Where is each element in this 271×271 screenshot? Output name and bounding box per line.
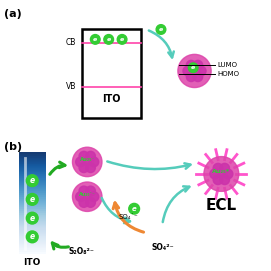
Circle shape bbox=[76, 157, 85, 167]
Circle shape bbox=[213, 175, 223, 185]
Text: e: e bbox=[159, 27, 163, 32]
Circle shape bbox=[72, 147, 102, 177]
Circle shape bbox=[117, 35, 127, 44]
Circle shape bbox=[26, 175, 38, 186]
Circle shape bbox=[79, 163, 89, 173]
Text: ECL: ECL bbox=[206, 198, 237, 213]
Circle shape bbox=[220, 175, 230, 185]
Circle shape bbox=[178, 54, 211, 88]
Text: e: e bbox=[120, 37, 124, 42]
Text: ITO: ITO bbox=[102, 94, 121, 104]
Circle shape bbox=[79, 151, 89, 161]
Text: e: e bbox=[107, 37, 111, 42]
Circle shape bbox=[86, 151, 95, 161]
Circle shape bbox=[196, 66, 206, 76]
Circle shape bbox=[86, 186, 95, 196]
Circle shape bbox=[26, 193, 38, 205]
Circle shape bbox=[84, 193, 91, 200]
Circle shape bbox=[191, 67, 198, 75]
Circle shape bbox=[86, 163, 95, 173]
Text: Au₂₅˙⁻: Au₂₅˙⁻ bbox=[79, 192, 96, 197]
Text: LUMO: LUMO bbox=[217, 62, 237, 68]
Circle shape bbox=[104, 35, 114, 44]
Text: CB: CB bbox=[66, 38, 76, 47]
Text: e: e bbox=[30, 232, 35, 241]
Text: HOMO: HOMO bbox=[217, 71, 239, 77]
Circle shape bbox=[193, 72, 203, 82]
Text: (b): (b) bbox=[4, 142, 22, 152]
Circle shape bbox=[223, 169, 233, 179]
Text: e: e bbox=[93, 37, 97, 42]
Circle shape bbox=[218, 170, 225, 178]
Circle shape bbox=[129, 204, 140, 214]
Circle shape bbox=[220, 163, 230, 173]
Text: VB: VB bbox=[66, 82, 76, 91]
Text: e: e bbox=[30, 176, 35, 185]
Text: S₂O₈²⁻: S₂O₈²⁻ bbox=[69, 247, 95, 256]
Circle shape bbox=[84, 159, 91, 165]
Circle shape bbox=[89, 192, 99, 202]
Circle shape bbox=[204, 157, 239, 191]
Circle shape bbox=[213, 163, 223, 173]
Circle shape bbox=[183, 66, 193, 76]
Circle shape bbox=[86, 198, 95, 207]
Circle shape bbox=[79, 186, 89, 196]
Text: e: e bbox=[132, 206, 137, 212]
Circle shape bbox=[188, 63, 198, 73]
Circle shape bbox=[186, 72, 196, 82]
Circle shape bbox=[76, 192, 85, 202]
Text: e: e bbox=[191, 65, 195, 70]
Text: Au₂₅⁻: Au₂₅⁻ bbox=[80, 157, 95, 162]
Circle shape bbox=[26, 212, 38, 224]
Circle shape bbox=[89, 157, 99, 167]
Text: (a): (a) bbox=[4, 9, 22, 20]
Bar bbox=[82, 30, 141, 118]
Text: e: e bbox=[30, 214, 35, 222]
Circle shape bbox=[156, 25, 166, 34]
Circle shape bbox=[91, 35, 100, 44]
Text: ITO: ITO bbox=[24, 258, 41, 267]
Text: Au₂₅*: Au₂₅* bbox=[212, 169, 230, 174]
Circle shape bbox=[186, 60, 196, 70]
Text: e: e bbox=[30, 195, 35, 204]
Circle shape bbox=[26, 231, 38, 243]
Circle shape bbox=[210, 169, 220, 179]
Text: SO₄˙⁻: SO₄˙⁻ bbox=[119, 214, 139, 220]
Circle shape bbox=[193, 60, 203, 70]
Text: SO₄²⁻: SO₄²⁻ bbox=[151, 243, 174, 251]
Circle shape bbox=[72, 182, 102, 211]
Circle shape bbox=[79, 198, 89, 207]
